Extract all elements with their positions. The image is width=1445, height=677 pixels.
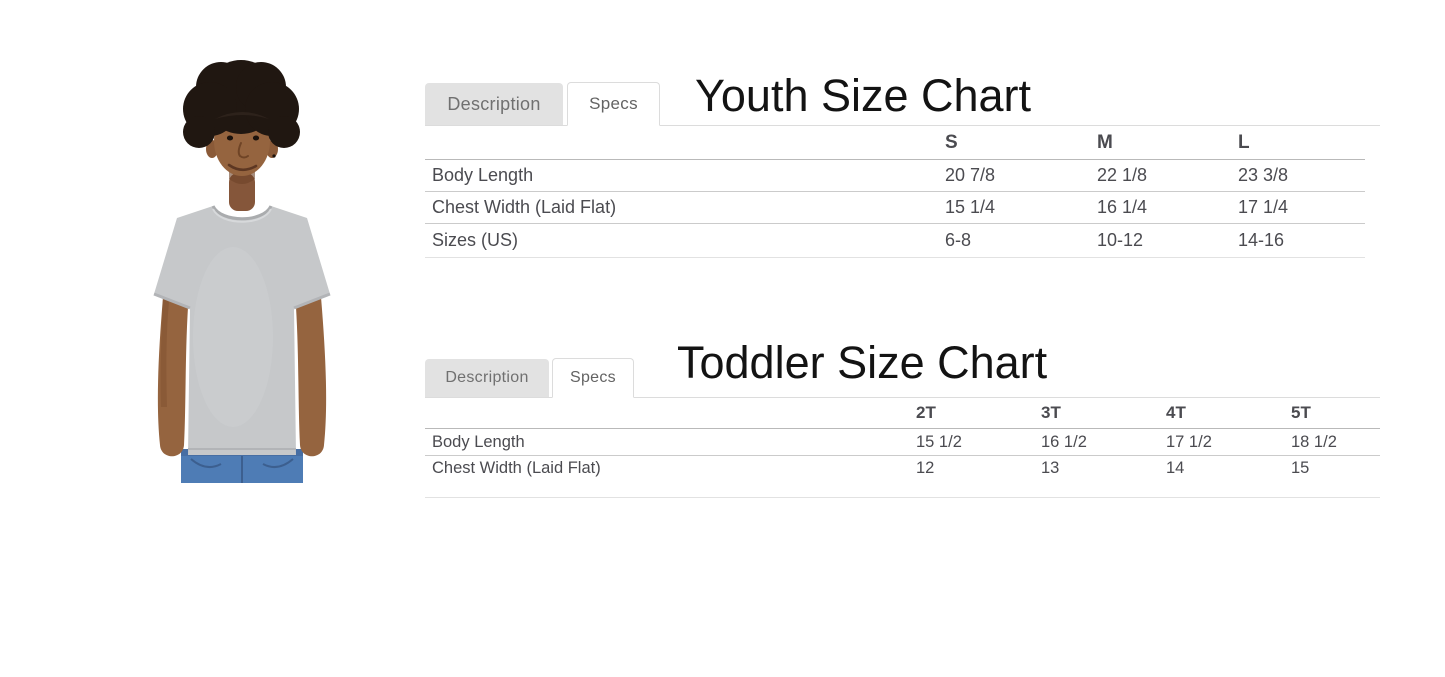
toddler-tab-bar: Description Specs (425, 358, 1380, 398)
row-label: Body Length (432, 432, 525, 451)
cell-value: 12 (916, 459, 935, 477)
cell-value: 20 7/8 (945, 165, 996, 185)
cell-value: 16 1/4 (1097, 197, 1148, 217)
table-row: Body Length 15 1/2 16 1/2 17 1/2 18 1/2 (425, 429, 1380, 456)
cell-value: 17 1/4 (1238, 197, 1289, 217)
cell-value: 17 1/2 (1166, 432, 1212, 451)
cell-value: 18 1/2 (1291, 432, 1337, 451)
youth-size-chart-section: Youth Size Chart Description Specs S M L Bo… (425, 70, 1380, 258)
boy-model-illustration (153, 60, 331, 483)
row-label: Chest Width (Laid Flat) (432, 197, 617, 217)
column-header: 4T (1166, 403, 1186, 422)
row-label: Body Length (432, 165, 534, 185)
column-header: L (1238, 131, 1250, 153)
hair (183, 60, 300, 148)
cell-value: 15 1/2 (916, 432, 962, 451)
table-row: Body Length 20 7/8 22 1/8 23 3/8 (425, 160, 1365, 192)
toddler-tab-specs[interactable]: Specs (552, 358, 634, 398)
youth-tab-specs[interactable]: Specs (567, 82, 660, 126)
table-row: Sizes (US) 6-8 10-12 14-16 (425, 224, 1365, 258)
t-shirt (153, 205, 331, 455)
cell-value: 14 (1166, 459, 1185, 477)
table-row: Chest Width (Laid Flat) 12 13 14 15 (425, 456, 1380, 498)
neck (229, 171, 255, 211)
column-header: 3T (1041, 403, 1061, 422)
column-header: 5T (1291, 403, 1311, 422)
product-photo (133, 57, 351, 483)
column-header: 2T (916, 403, 936, 422)
arms (157, 297, 327, 457)
youth-size-table: S M L Body Length 20 7/8 22 1/8 23 3/8 Chest Wi… (425, 126, 1365, 258)
cell-value: 23 3/8 (1238, 165, 1289, 185)
column-header: M (1097, 131, 1113, 153)
cell-value: 6-8 (945, 230, 972, 250)
cell-value: 14-16 (1238, 230, 1285, 250)
youth-tab-description[interactable]: Description (425, 83, 563, 125)
table-row: Chest Width (Laid Flat) 15 1/4 16 1/4 17 1/… (425, 192, 1365, 224)
toddler-size-table: 2T 3T 4T 5T Body Length 15 1/2 16 1/2 17 1/2 18 … (425, 398, 1380, 498)
row-label: Sizes (US) (432, 230, 519, 250)
youth-chart-title: Youth Size Chart (695, 70, 1032, 121)
cell-value: 15 1/4 (945, 197, 996, 217)
column-header: S (945, 131, 958, 153)
row-label: Chest Width (Laid Flat) (432, 459, 601, 477)
cell-value: 13 (1041, 459, 1060, 477)
cell-value: 10-12 (1097, 230, 1144, 250)
table-header-row: 2T 3T 4T 5T (425, 398, 1380, 429)
cell-value: 22 1/8 (1097, 165, 1148, 185)
cell-value: 16 1/2 (1041, 432, 1087, 451)
toddler-chart-title: Toddler Size Chart (677, 337, 1048, 388)
toddler-tab-description[interactable]: Description (425, 359, 549, 397)
youth-tab-bar: Description Specs (425, 82, 1380, 126)
toddler-size-chart-section: Toddler Size Chart Description Specs 2T 3… (425, 337, 1380, 498)
cell-value: 15 (1291, 459, 1310, 477)
